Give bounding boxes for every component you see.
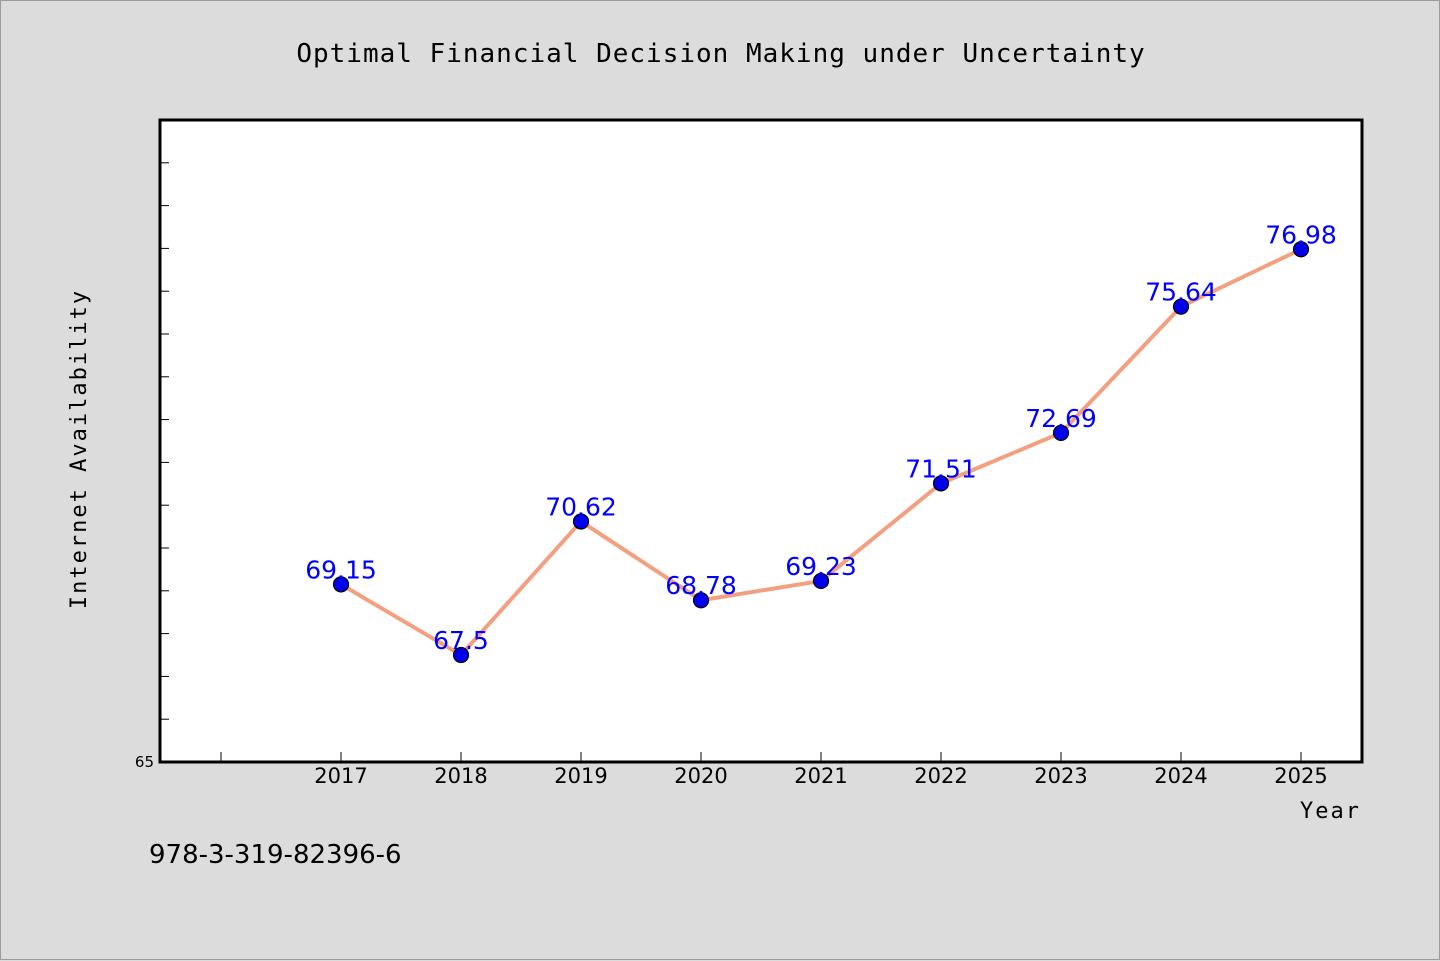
x-tick-label: 2024	[1154, 764, 1207, 788]
y-tick-label-min: 65	[135, 753, 154, 771]
data-point	[1052, 424, 1070, 441]
x-tick-label: 2022	[914, 764, 967, 788]
data-point	[452, 646, 470, 664]
x-tick-label: 2020	[674, 764, 727, 788]
x-axis-ticks	[220, 752, 1302, 762]
data-point	[332, 576, 350, 593]
data-label: 69.23	[785, 552, 857, 581]
data-label: 76.98	[1265, 220, 1337, 249]
y-axis-ticks	[159, 162, 169, 720]
data-label: 71.51	[905, 454, 977, 483]
data-point	[572, 513, 590, 530]
data-label: 69.15	[305, 555, 377, 584]
x-tick-labels: 2017 2018 2019 2020 2021 2022 2023 2024 2025	[314, 764, 1327, 788]
x-tick-label: 2023	[1034, 764, 1087, 788]
x-tick-label: 2017	[314, 764, 367, 788]
data-label: 67.5	[433, 626, 489, 655]
x-tick-label: 2019	[554, 764, 607, 788]
data-labels: 69.15 67.5 70.62 68.78 69.23 71.51 72.69 75.64 7…	[305, 220, 1337, 655]
x-tick-label: 2018	[434, 764, 487, 788]
data-point	[812, 572, 830, 590]
data-label: 75.64	[1145, 278, 1217, 307]
x-tick-label: 2021	[794, 764, 847, 788]
data-label: 70.62	[545, 492, 617, 521]
data-label: 72.69	[1025, 404, 1097, 433]
data-point	[692, 592, 710, 609]
data-label: 68.78	[665, 571, 737, 600]
series-markers	[332, 241, 1310, 664]
data-point	[1172, 298, 1190, 315]
y-axis-label: Internet Availability	[67, 289, 92, 609]
data-point	[1292, 241, 1310, 258]
chart-title: Optimal Financial Decision Making under …	[296, 39, 1145, 69]
x-axis-label: Year	[1300, 799, 1361, 824]
data-point	[932, 475, 950, 492]
plot-area	[158, 118, 1364, 764]
isbn-text: 978-3-319-82396-6	[149, 840, 402, 870]
x-tick-label: 2025	[1274, 764, 1327, 788]
